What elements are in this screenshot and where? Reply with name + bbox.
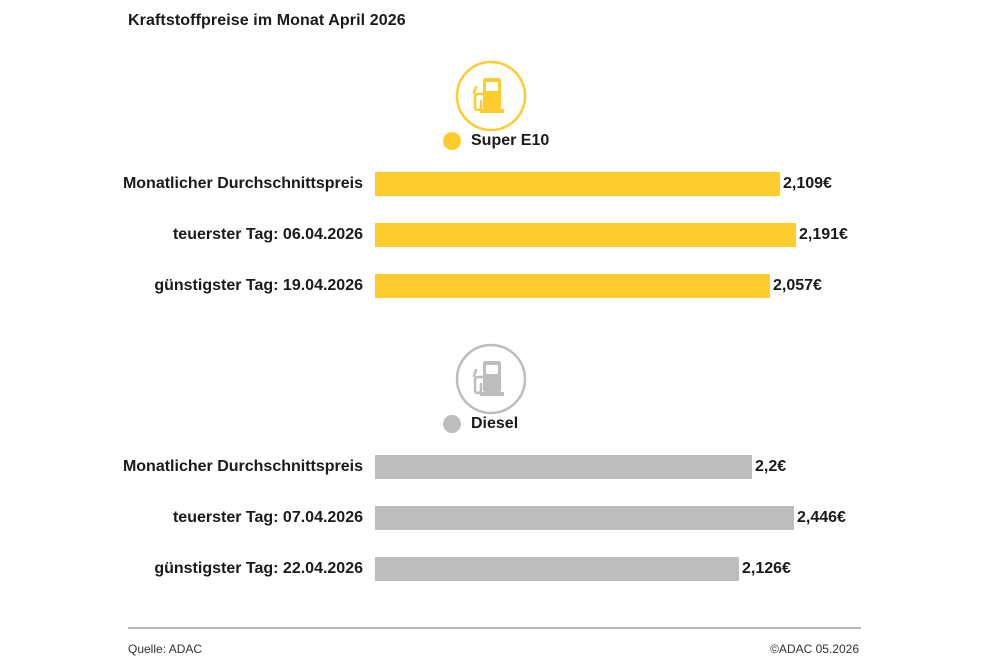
- bar-value-label: 2,109€: [783, 175, 832, 192]
- row-label: Monatlicher Durchschnittspreis: [122, 175, 363, 192]
- bar-value-label: 2,446€: [797, 509, 846, 526]
- fuel-pump-icon: [455, 343, 527, 415]
- legend-super-e10: Super E10: [443, 132, 549, 150]
- bar-diesel: [375, 455, 752, 479]
- bar-super-e10: [375, 223, 796, 247]
- source-note: Quelle: ADAC: [128, 642, 203, 656]
- row-label: teuerster Tag: 07.04.2026: [172, 509, 363, 526]
- bar-value-label: 2,2€: [755, 458, 787, 475]
- bar-super-e10: [375, 172, 780, 196]
- chart-title: Kraftstoffpreise im Monat April 2026: [128, 12, 406, 29]
- copyright-note: ©ADAC 05.2026: [770, 642, 859, 656]
- legend-label: Diesel: [471, 415, 519, 432]
- bar-diesel: [375, 557, 739, 581]
- bar-super-e10: [375, 274, 770, 298]
- footer-divider: [128, 627, 861, 629]
- bar-diesel: [375, 506, 794, 530]
- legend-label: Super E10: [471, 132, 550, 149]
- row-label: günstigster Tag: 19.04.2026: [154, 277, 363, 294]
- row-label: günstigster Tag: 22.04.2026: [154, 560, 363, 577]
- fuel-pump-icon: [455, 60, 527, 132]
- bar-value-label: 2,057€: [773, 277, 822, 294]
- legend-diesel: Diesel: [443, 415, 518, 433]
- bar-value-label: 2,191€: [799, 226, 848, 243]
- legend-swatch: [443, 415, 461, 433]
- legend-swatch: [443, 132, 461, 150]
- row-label: teuerster Tag: 06.04.2026: [172, 226, 363, 243]
- row-label: Monatlicher Durchschnittspreis: [122, 458, 363, 475]
- bar-value-label: 2,126€: [742, 560, 791, 577]
